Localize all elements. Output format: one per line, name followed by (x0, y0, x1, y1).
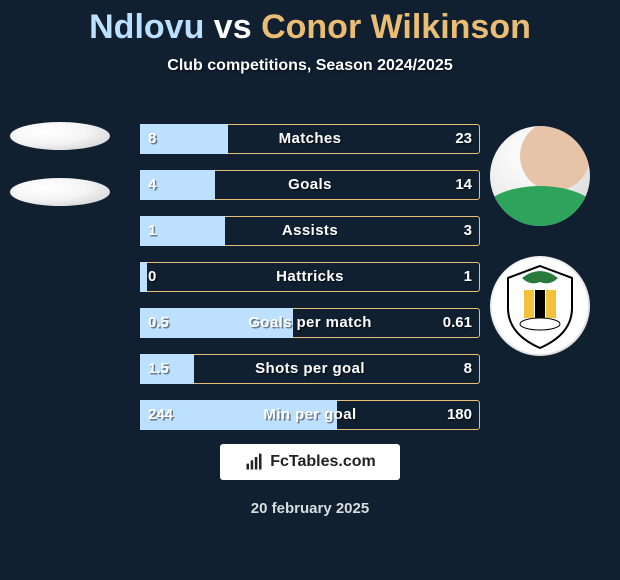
stat-right-value: 3 (464, 216, 472, 246)
stat-bars: 8Matches234Goals141Assists30Hattricks10.… (140, 124, 480, 446)
stat-label: Assists (140, 216, 480, 246)
stat-right-value: 0.61 (443, 308, 472, 338)
subtitle: Club competitions, Season 2024/2025 (0, 57, 620, 75)
comparison-title: Ndlovu vs Conor Wilkinson (0, 0, 620, 47)
player2-club-logo (490, 256, 590, 356)
brand-text: FcTables.com (270, 453, 376, 471)
stat-row: 4Goals14 (140, 170, 480, 200)
player1-club-placeholder (10, 178, 110, 206)
stat-right-value: 8 (464, 354, 472, 384)
player1-avatars (10, 122, 110, 234)
title-player2: Conor Wilkinson (261, 8, 531, 46)
stat-row: 8Matches23 (140, 124, 480, 154)
title-vs: vs (214, 8, 252, 46)
stat-label: Min per goal (140, 400, 480, 430)
stat-label: Goals (140, 170, 480, 200)
stat-label: Goals per match (140, 308, 480, 338)
stat-label: Matches (140, 124, 480, 154)
stat-label: Shots per goal (140, 354, 480, 384)
footer-date: 20 february 2025 (0, 500, 620, 517)
stat-row: 0Hattricks1 (140, 262, 480, 292)
stat-right-value: 14 (455, 170, 472, 200)
chart-icon (244, 452, 264, 472)
stat-right-value: 180 (447, 400, 472, 430)
stat-row: 1Assists3 (140, 216, 480, 246)
stat-row: 1.5Shots per goal8 (140, 354, 480, 384)
brand-badge: FcTables.com (220, 444, 400, 480)
title-player1: Ndlovu (89, 8, 204, 46)
player2-avatar (490, 126, 590, 226)
stat-right-value: 23 (455, 124, 472, 154)
player2-avatars (490, 126, 590, 386)
stat-row: 0.5Goals per match0.61 (140, 308, 480, 338)
stat-row: 244Min per goal180 (140, 400, 480, 430)
shield-icon (490, 256, 590, 356)
stat-label: Hattricks (140, 262, 480, 292)
player1-avatar-placeholder (10, 122, 110, 150)
stat-right-value: 1 (464, 262, 472, 292)
